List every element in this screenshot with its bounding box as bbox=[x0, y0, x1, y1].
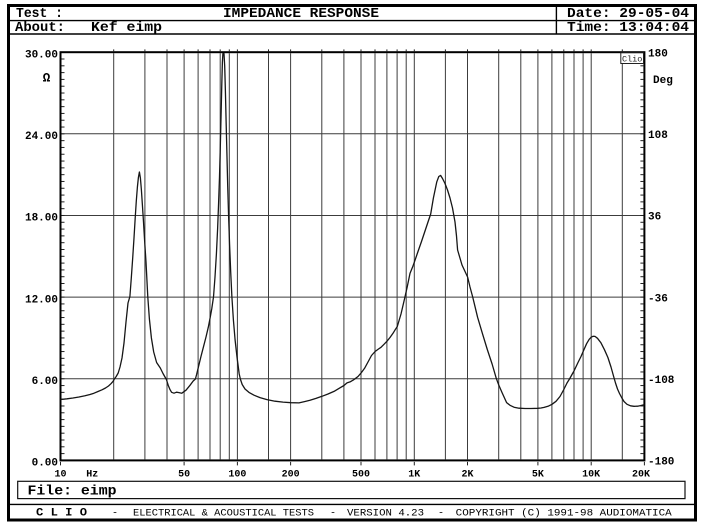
svg-text:180: 180 bbox=[648, 48, 668, 60]
svg-text:About:: About: bbox=[15, 21, 65, 36]
svg-text:5K: 5K bbox=[532, 470, 544, 481]
svg-text:1K: 1K bbox=[408, 470, 420, 481]
svg-text:Test :: Test : bbox=[16, 7, 63, 22]
svg-text:100: 100 bbox=[228, 470, 246, 481]
svg-text:VERSION 4.23: VERSION 4.23 bbox=[347, 508, 424, 519]
svg-text:0.00: 0.00 bbox=[32, 458, 58, 470]
svg-text:-36: -36 bbox=[648, 293, 668, 305]
svg-text:2K: 2K bbox=[462, 470, 474, 481]
svg-text:10: 10 bbox=[54, 470, 66, 481]
svg-text:Clio: Clio bbox=[622, 55, 642, 65]
svg-text:6.00: 6.00 bbox=[32, 376, 58, 388]
svg-text:12.00: 12.00 bbox=[25, 294, 58, 306]
svg-text:24.00: 24.00 bbox=[25, 131, 58, 143]
svg-text:-: - bbox=[330, 508, 336, 519]
svg-text:36: 36 bbox=[648, 212, 661, 224]
svg-text:20K: 20K bbox=[632, 470, 650, 481]
svg-text:200: 200 bbox=[282, 470, 300, 481]
svg-text:COPYRIGHT (C) 1991-98 AUDIOMAT: COPYRIGHT (C) 1991-98 AUDIOMATICA bbox=[456, 507, 672, 519]
svg-text:18.00: 18.00 bbox=[25, 213, 58, 225]
svg-text:IMPEDANCE RESPONSE: IMPEDANCE RESPONSE bbox=[223, 7, 379, 22]
svg-text:-: - bbox=[112, 508, 118, 519]
svg-text:File: eimp: File: eimp bbox=[28, 485, 117, 500]
svg-text:500: 500 bbox=[352, 470, 370, 481]
svg-text:30.00: 30.00 bbox=[25, 49, 58, 61]
svg-text:-108: -108 bbox=[648, 375, 675, 387]
svg-text:ELECTRICAL & ACOUSTICAL TESTS: ELECTRICAL & ACOUSTICAL TESTS bbox=[133, 508, 314, 519]
svg-text:-: - bbox=[438, 508, 444, 519]
svg-text:Deg: Deg bbox=[653, 75, 673, 87]
svg-text:Hz: Hz bbox=[86, 470, 98, 481]
svg-text:-180: -180 bbox=[648, 457, 674, 469]
svg-text:108: 108 bbox=[648, 130, 668, 142]
svg-text:Time: 13:04:04: Time: 13:04:04 bbox=[567, 21, 689, 36]
svg-text:Ω: Ω bbox=[43, 72, 51, 86]
svg-text:50: 50 bbox=[178, 470, 190, 481]
svg-text:Kef eimp: Kef eimp bbox=[91, 21, 162, 36]
svg-text:10K: 10K bbox=[582, 470, 600, 481]
svg-text:C L I O: C L I O bbox=[36, 507, 87, 519]
svg-text:Date: 29-05-04: Date: 29-05-04 bbox=[567, 7, 689, 22]
